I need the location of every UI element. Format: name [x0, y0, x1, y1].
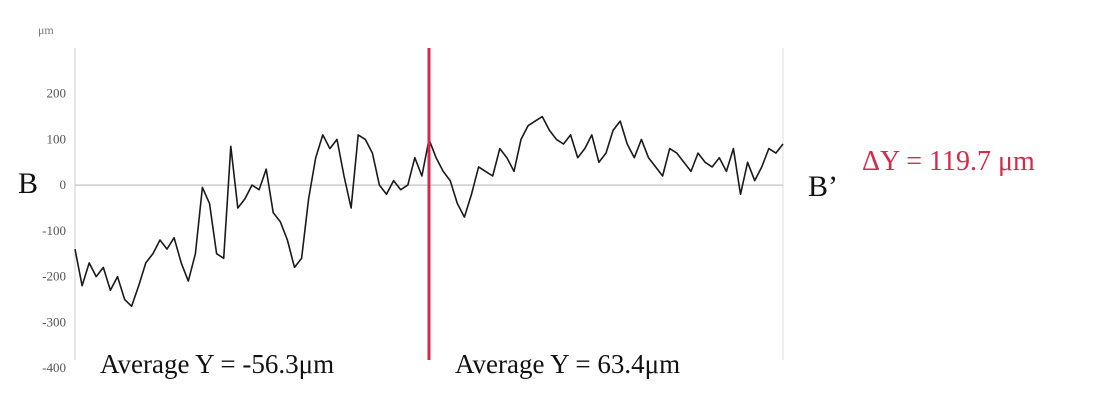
right-end-label: B’: [808, 170, 838, 203]
y-tick-label: 200: [47, 86, 67, 101]
y-tick-label: 0: [60, 177, 67, 192]
y-axis-ticks: -400 -300 -200 -100 0 100 200: [42, 86, 66, 375]
left-average-annotation: Average Y = -56.3μm: [100, 349, 334, 379]
y-tick-label: -300: [42, 314, 66, 329]
delta-y-label: ΔY = 119.7 μm: [862, 146, 1035, 177]
y-unit-label: μm: [38, 23, 54, 37]
left-end-label: B: [18, 167, 38, 200]
y-tick-label: -100: [42, 223, 66, 238]
y-tick-label: -200: [42, 269, 66, 284]
y-tick-label: 100: [47, 131, 67, 146]
y-tick-label: -400: [42, 360, 66, 375]
right-average-annotation: Average Y = 63.4μm: [455, 349, 680, 379]
